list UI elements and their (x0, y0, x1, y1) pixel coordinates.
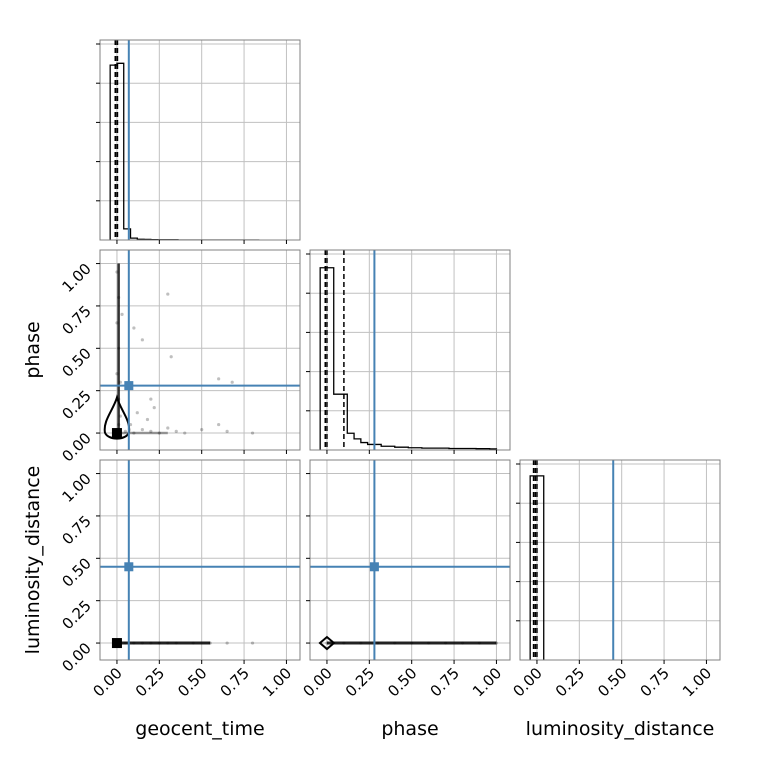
ylabel-phase: phase (22, 321, 44, 378)
ytick-label-phase: 1.00 (58, 260, 94, 296)
xtick-label-phase: 1.00 (469, 664, 505, 700)
best-fit-marker-phase_vs_geocent_time (111, 428, 122, 439)
scatter-point (135, 411, 139, 415)
ytick-label-luminosity_distance: 0.75 (58, 512, 94, 548)
contour-phase_vs_geocent_time (103, 394, 131, 440)
contour-luminosity_distance_vs_phase (318, 635, 336, 651)
xtick-label-phase: 0.25 (342, 664, 378, 700)
tick-layer: 0.00 0.25 0.50 0.75 1.000.000.250.500.751.00… (58, 43, 715, 700)
xtick-label-luminosity_distance: 1.00 (679, 664, 715, 700)
panel-hist-luminosity_distance (519, 459, 721, 661)
scatter-point (225, 429, 229, 433)
scatter-point (123, 429, 128, 433)
frame-layer (99, 39, 721, 661)
truth-marker-luminosity_distance_vs_geocent_time (124, 562, 134, 572)
scatter-point (250, 431, 255, 435)
axis-label-layer: geocent_time phase luminosity_distance p… (22, 321, 714, 740)
xtick-label-phase: 0.50 (384, 664, 420, 700)
scatter-point (132, 326, 136, 330)
scatter-point (157, 431, 161, 435)
panel-luminosity_distance_vs_geocent_time (99, 459, 301, 661)
xtick-label-luminosity_distance: 0.25 (552, 664, 588, 700)
truth-marker-luminosity_distance_vs_phase (369, 562, 379, 572)
ytick-label-phase: 0.25 (58, 387, 94, 423)
histogram-luminosity_distance (529, 475, 545, 660)
scatter-point (152, 406, 156, 410)
xlabel-luminosity-distance: luminosity_distance (526, 718, 715, 740)
best-fit-marker-luminosity_distance_vs_geocent_time (111, 638, 122, 649)
scatter-point (166, 426, 170, 430)
xtick-label-phase: 0.00 (299, 664, 335, 700)
scatter-point (183, 431, 187, 435)
scatter-point (230, 380, 234, 384)
xtick-label-luminosity_distance: 0.50 (594, 664, 630, 700)
histogram-geocent_time (109, 62, 260, 240)
xtick-label-geocent_time: 1.00 (259, 664, 295, 700)
xtick-label-luminosity_distance: 0.00 (509, 664, 545, 700)
xlabel-phase: phase (381, 718, 438, 740)
ytick-label-luminosity_distance: 0.25 (58, 597, 94, 633)
panel-hist-geocent_time (99, 39, 301, 241)
ytick-label-phase: 0.75 (58, 302, 94, 338)
scatter-point (149, 397, 153, 401)
scatter-point (149, 429, 153, 433)
xtick-label-luminosity_distance: 0.75 (637, 664, 673, 700)
panel-phase_vs_geocent_time (99, 249, 301, 451)
scatter-point (140, 428, 144, 432)
panel-hist-phase (309, 249, 511, 451)
ytick-label-luminosity_distance: 0.50 (58, 554, 94, 590)
scatter-point (217, 377, 221, 381)
scatter-point (166, 292, 170, 296)
xtick-label-geocent_time: 0.25 (132, 664, 168, 700)
scatter-point (250, 641, 255, 645)
scatter-point (145, 417, 150, 422)
scatter-point (169, 355, 173, 359)
scatter-point (217, 422, 221, 427)
ytick-label-luminosity_distance: 1.00 (58, 470, 94, 506)
xtick-label-geocent_time: 0.75 (217, 664, 253, 700)
xlabel-geocent-time: geocent_time (135, 718, 264, 740)
data-layer (100, 40, 615, 660)
panel-luminosity_distance_vs_phase (309, 459, 511, 661)
xtick-label-geocent_time: 0.50 (174, 664, 210, 700)
ylabel-luminosity-distance: luminosity_distance (22, 466, 44, 655)
ytick-label-phase: 0.00 (58, 429, 94, 465)
grid-layer (100, 40, 720, 660)
histogram-phase (319, 267, 498, 450)
scatter-point (174, 429, 178, 433)
xtick-label-phase: 0.75 (427, 664, 463, 700)
scatter-point (120, 312, 124, 317)
scatter-point (225, 641, 229, 645)
ytick-label-luminosity_distance: 0.00 (58, 639, 94, 675)
xtick-label-geocent_time: 0.00 (89, 664, 125, 700)
scatter-point (200, 428, 204, 432)
scatter-point (140, 338, 144, 342)
truth-marker-phase_vs_geocent_time (124, 381, 134, 391)
scatter-point (132, 431, 136, 435)
ytick-label-phase: 0.50 (58, 344, 94, 380)
